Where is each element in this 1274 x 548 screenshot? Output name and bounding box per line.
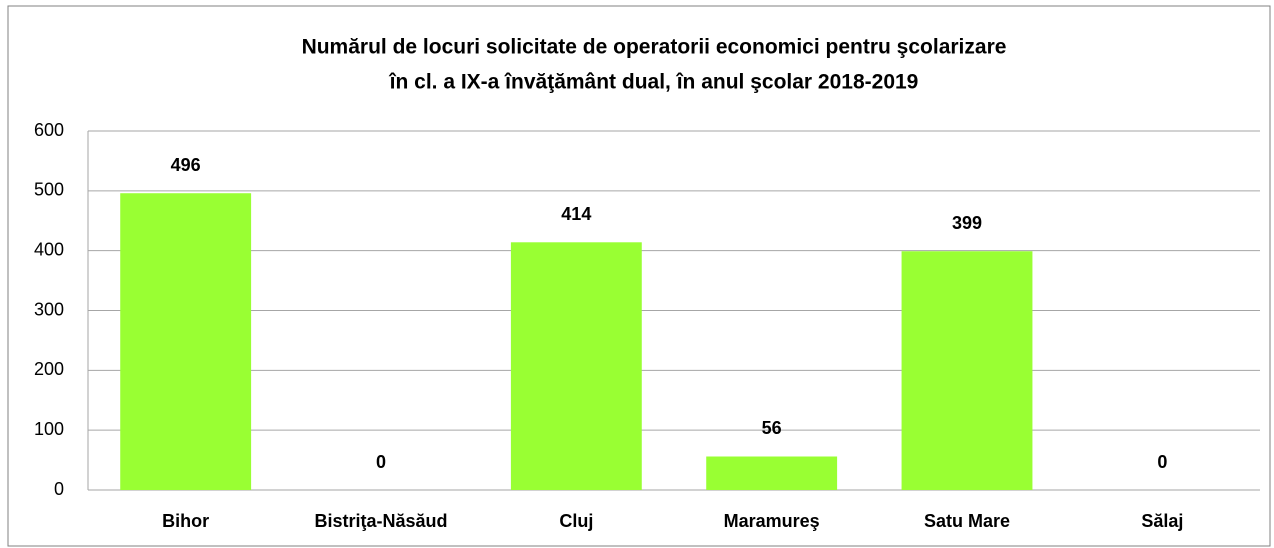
bar xyxy=(706,456,838,490)
y-tick-label: 600 xyxy=(34,120,64,140)
bar xyxy=(510,242,642,490)
x-tick-label: Bistriţa-Năsăud xyxy=(314,511,447,531)
data-label: 399 xyxy=(952,213,982,233)
data-label: 0 xyxy=(376,452,386,472)
data-label: 496 xyxy=(171,155,201,175)
data-label: 414 xyxy=(561,204,591,224)
chart-title: în cl. a IX-a învăţământ dual, în anul ş… xyxy=(389,71,919,94)
y-tick-label: 500 xyxy=(34,180,64,200)
data-label: 56 xyxy=(762,418,782,438)
chart-title: Numărul de locuri solicitate de operator… xyxy=(302,36,1007,59)
x-tick-label: Cluj xyxy=(559,511,593,531)
y-tick-label: 400 xyxy=(34,239,64,259)
x-tick-label: Satu Mare xyxy=(924,511,1010,531)
y-tick-label: 100 xyxy=(34,419,64,439)
x-tick-label: Sălaj xyxy=(1141,511,1183,531)
data-label: 0 xyxy=(1157,452,1167,472)
y-tick-label: 300 xyxy=(34,299,64,319)
y-tick-label: 200 xyxy=(34,359,64,379)
bar xyxy=(901,251,1033,490)
bar xyxy=(120,193,252,490)
x-tick-label: Bihor xyxy=(162,511,209,531)
x-tick-label: Maramureş xyxy=(724,511,820,531)
y-tick-label: 0 xyxy=(54,479,64,499)
